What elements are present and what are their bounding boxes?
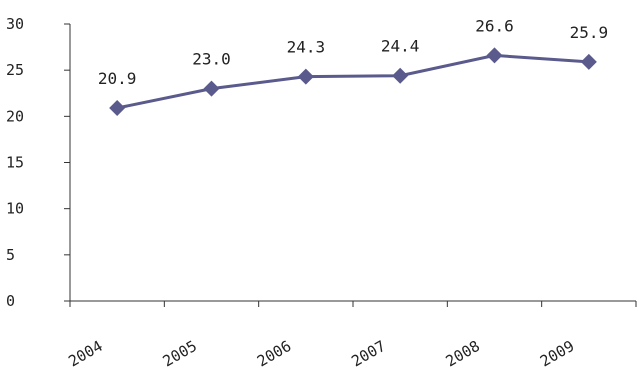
y-axis: 0 5 10 15 20 25 30 — [6, 15, 71, 310]
data-label: 26.6 — [475, 16, 514, 35]
data-label: 20.9 — [98, 69, 137, 88]
data-point-marker — [486, 47, 503, 64]
data-label: 24.3 — [287, 38, 326, 57]
data-point-marker — [392, 67, 409, 84]
x-tick-label: 2008 — [443, 337, 483, 371]
x-tick-label: 2005 — [160, 337, 200, 371]
x-tick-label: 2004 — [65, 337, 105, 371]
data-label: 23.0 — [192, 50, 231, 69]
series-line — [116, 53, 589, 110]
x-tick-label: 2009 — [537, 337, 577, 371]
data-point-marker — [109, 100, 126, 117]
y-tick-label: 15 — [6, 154, 24, 172]
data-labels: 20.9 23.0 24.3 24.4 26.6 25.9 — [98, 16, 608, 88]
x-tick-label: 2006 — [254, 337, 294, 371]
x-tick-label: 2007 — [348, 337, 388, 371]
y-tick-label: 20 — [6, 107, 24, 125]
y-tick-label: 0 — [6, 292, 15, 310]
series-line-group — [109, 47, 597, 117]
y-tick-label: 10 — [6, 200, 24, 218]
y-tick-label: 5 — [6, 246, 15, 264]
x-axis: 2004 2005 2006 2007 2008 2009 — [65, 300, 637, 371]
data-point-marker — [203, 80, 220, 97]
data-point-marker — [297, 68, 314, 85]
y-tick-label: 25 — [6, 61, 24, 79]
y-tick-label: 30 — [6, 15, 24, 33]
data-label: 24.4 — [381, 37, 420, 56]
data-label: 25.9 — [570, 23, 609, 42]
data-point-marker — [580, 53, 597, 70]
